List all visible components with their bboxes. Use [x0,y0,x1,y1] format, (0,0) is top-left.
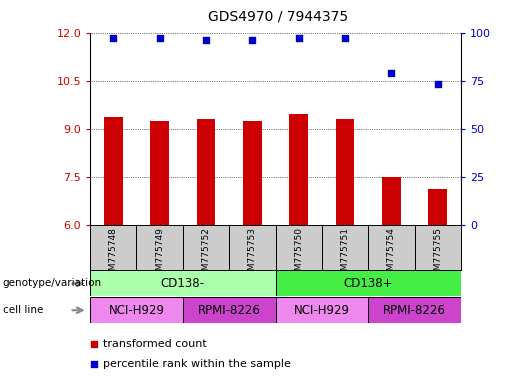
Text: GSM775750: GSM775750 [294,227,303,282]
Bar [289,114,308,225]
Point [341,35,349,41]
Text: GSM775748: GSM775748 [109,227,118,281]
Bar [243,121,262,225]
Text: percentile rank within the sample: percentile rank within the sample [103,359,291,369]
Text: CD138-: CD138- [161,277,205,290]
Text: GSM775753: GSM775753 [248,227,257,282]
Bar [428,189,447,225]
Point [305,50,313,56]
Bar [276,297,368,323]
Point [202,37,210,43]
Point [295,35,303,41]
Bar [382,177,401,225]
Bar [368,297,461,323]
Point [109,35,117,41]
Bar [336,119,354,225]
Text: CD138+: CD138+ [344,277,393,290]
Bar [183,297,276,323]
Bar [150,121,169,225]
Point [305,234,313,240]
Text: GSM775749: GSM775749 [155,227,164,281]
Text: NCI-H929: NCI-H929 [294,304,350,317]
Bar [90,270,276,296]
Text: GSM775755: GSM775755 [433,227,442,282]
Point [387,70,396,76]
Text: transformed count: transformed count [103,339,207,349]
Text: cell line: cell line [3,305,43,315]
Bar [276,270,461,296]
Text: GSM775754: GSM775754 [387,227,396,281]
Bar [90,297,183,323]
Text: GSM775752: GSM775752 [201,227,211,281]
Text: genotype/variation: genotype/variation [3,278,101,288]
Text: RPMI-8226: RPMI-8226 [383,304,446,317]
Text: NCI-H929: NCI-H929 [109,304,164,317]
Text: GDS4970 / 7944375: GDS4970 / 7944375 [208,10,348,23]
Bar [197,119,215,225]
Bar [104,118,123,225]
Text: RPMI-8226: RPMI-8226 [198,304,261,317]
Point [434,81,442,88]
Point [248,37,256,43]
Point [156,35,164,41]
Text: GSM775751: GSM775751 [340,227,350,282]
